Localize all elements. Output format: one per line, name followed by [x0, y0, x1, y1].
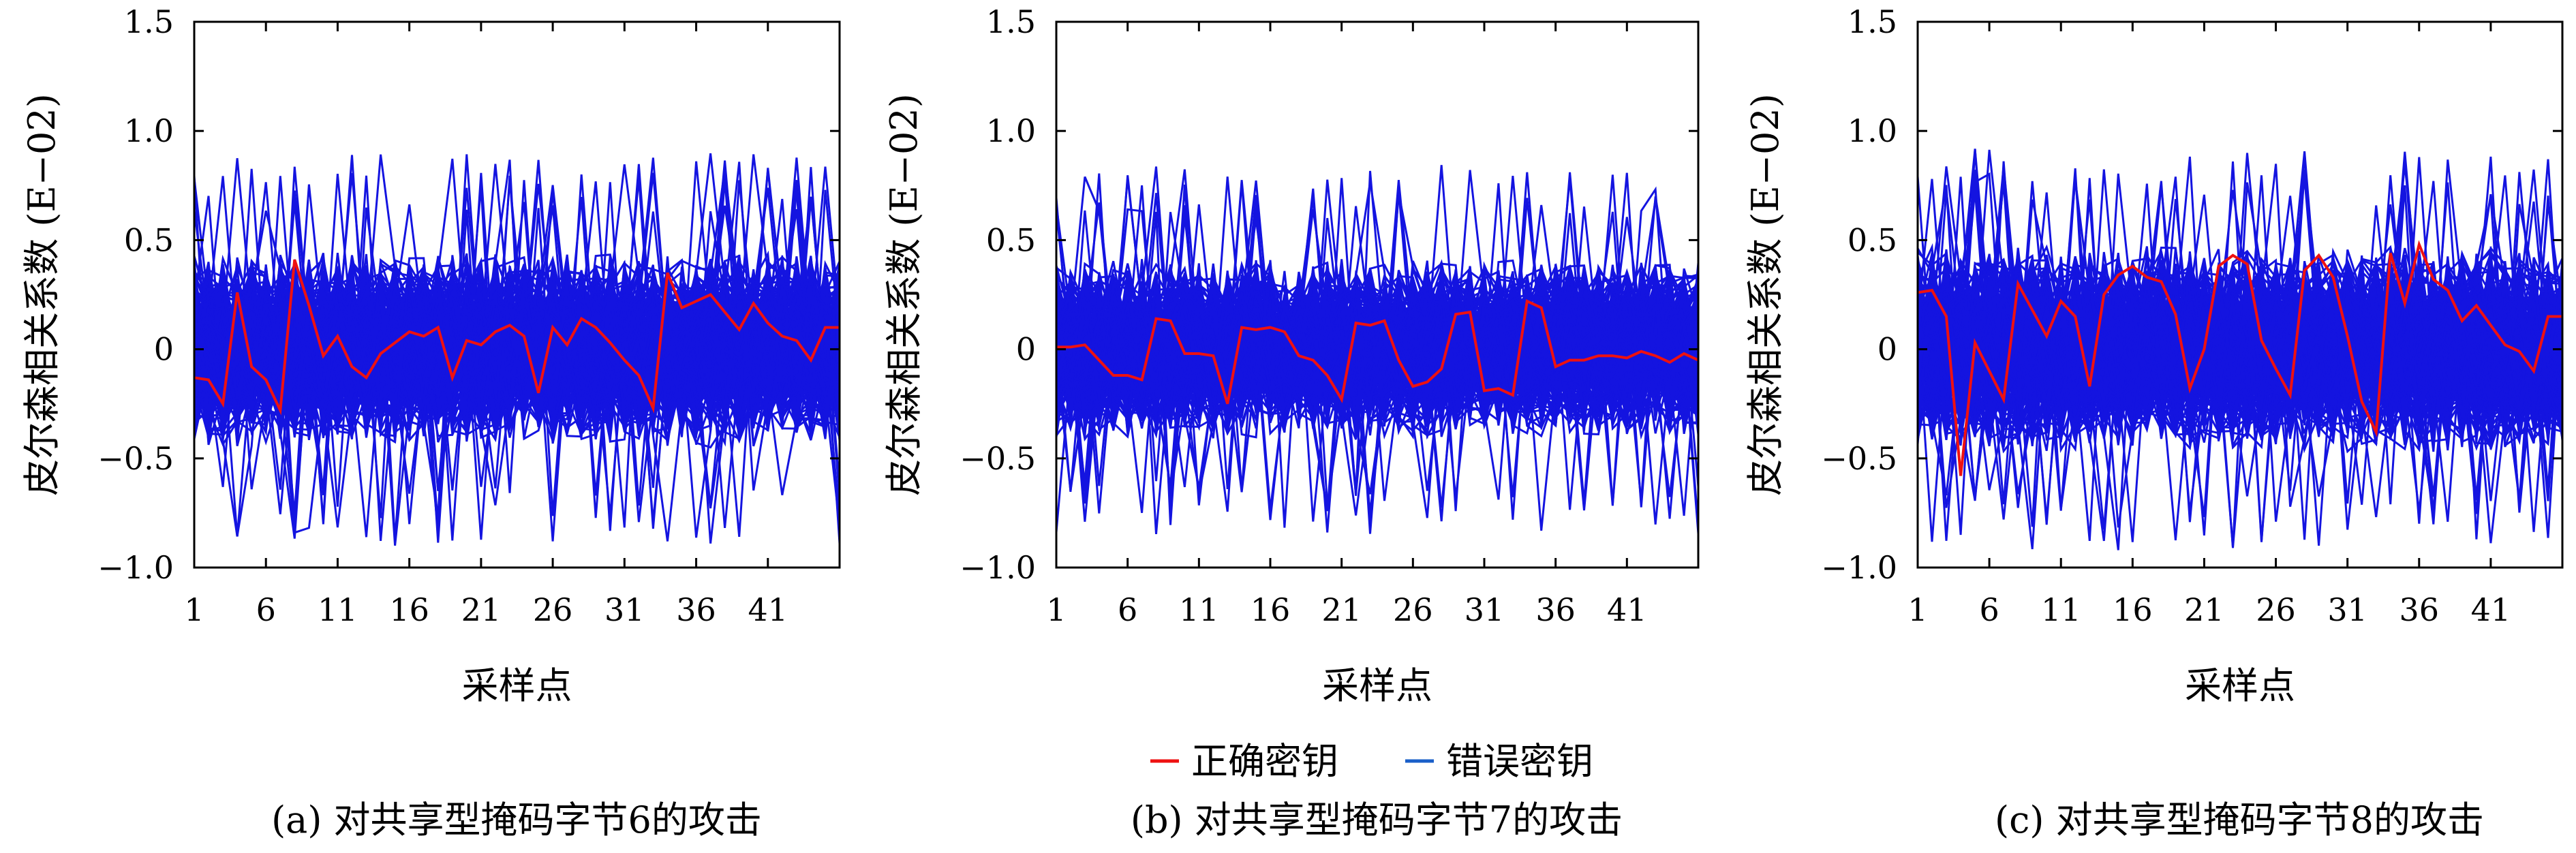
x-tick-label: 11: [318, 591, 358, 628]
wrong-key-line: [193, 209, 841, 427]
y-tick-label: −0.5: [1821, 440, 1897, 477]
x-tick-label: 31: [2327, 591, 2367, 628]
x-tick-label: 41: [2471, 591, 2511, 628]
x-tick-label: 26: [533, 591, 573, 628]
wrong-key-line: [1916, 298, 2563, 405]
y-tick-label: 0.5: [1847, 221, 1897, 258]
wrong-key-line: [1055, 266, 1699, 533]
wrong-key-line: [1055, 272, 1700, 520]
wrong-key-line: [193, 281, 841, 419]
x-tick-label: 1: [1907, 591, 1927, 628]
y-axis-label: 皮尔森相关系数 (E−02): [883, 93, 925, 496]
legend-correct-label: 正确密钥: [1191, 740, 1338, 783]
x-tick-label: 16: [2113, 591, 2153, 628]
x-tick-label: 36: [2399, 591, 2440, 628]
panel-a: −1.0−0.500.51.01.51 6 11 16 21 26 31 36 41采样点皮尔森…: [20, 3, 841, 707]
wrong-key-line: [193, 174, 841, 515]
wrong-key-line: [193, 166, 841, 409]
wrong-key-line: [1916, 199, 2564, 436]
x-tick-label: 41: [748, 591, 788, 628]
x-tick-label: 11: [1179, 591, 1219, 628]
wrong-key-line: [1916, 173, 2564, 508]
x-axis-label: 采样点: [462, 664, 572, 707]
wrong-key-traces: [1055, 165, 1700, 535]
wrong-key-line: [1056, 195, 1700, 496]
y-tick-label: −1.0: [960, 549, 1036, 586]
y-tick-label: −1.0: [1821, 549, 1897, 586]
y-tick-label: 1.0: [1847, 112, 1897, 149]
wrong-key-line: [1916, 245, 2564, 550]
y-tick-label: 0: [1016, 331, 1036, 368]
x-tick-label: 1: [184, 591, 204, 628]
y-axis-label: 皮尔森相关系数 (E−02): [1744, 93, 1787, 496]
x-tick-label: 6: [1979, 591, 1999, 628]
y-tick-label: −0.5: [960, 440, 1036, 477]
y-tick-label: −1.0: [97, 549, 174, 586]
wrong-key-line: [1055, 311, 1699, 388]
y-tick-label: −0.5: [97, 440, 174, 477]
y-tick-label: 1.5: [124, 3, 174, 40]
x-tick-label: 21: [2184, 591, 2224, 628]
y-tick-label: 0.5: [124, 221, 174, 258]
plot-frame: [1916, 20, 2564, 569]
wrong-key-line: [1916, 273, 2564, 424]
x-tick-label: 6: [256, 591, 276, 628]
caption-c: (c) 对共享型掩码字节8的攻击: [1995, 798, 2484, 841]
y-axis-label: 皮尔森相关系数 (E−02): [20, 93, 63, 496]
x-tick-label: 36: [676, 591, 716, 628]
x-tick-label: 6: [1118, 591, 1137, 628]
caption-b: (b) 对共享型掩码字节7的攻击: [1131, 798, 1623, 841]
panel-b: −1.0−0.500.51.01.51 6 11 16 21 26 31 36 41采样点皮尔森…: [883, 3, 1700, 707]
panels: −1.0−0.500.51.01.51 6 11 16 21 26 31 36 41采样点皮尔森…: [20, 3, 2564, 707]
x-tick-label: 31: [1465, 591, 1505, 628]
panel-c: −1.0−0.500.51.01.51 6 11 16 21 26 31 36 41采样点皮尔森…: [1744, 3, 2564, 707]
x-tick-label: 31: [604, 591, 645, 628]
plot-frame: [1055, 20, 1700, 569]
x-tick-label: 11: [2041, 591, 2081, 628]
y-tick-label: 1.5: [986, 3, 1036, 40]
correct-key-line: [1917, 240, 2562, 476]
x-tick-label: 41: [1607, 591, 1647, 628]
wrong-key-traces: [1916, 149, 2564, 550]
x-tick-label: 21: [1321, 591, 1362, 628]
x-axis-label: 采样点: [2185, 664, 2295, 707]
y-tick-label: 0.5: [986, 221, 1036, 258]
x-tick-label: 21: [461, 591, 502, 628]
correct-key-line: [1056, 299, 1699, 405]
wrong-key-traces: [193, 153, 841, 546]
x-tick-label: 16: [1251, 591, 1291, 628]
y-tick-label: 1.0: [986, 112, 1036, 149]
x-tick-label: 36: [1535, 591, 1576, 628]
x-tick-label: 1: [1046, 591, 1066, 628]
correct-key-line: [194, 259, 840, 416]
x-tick-label: 26: [1393, 591, 1433, 628]
wrong-key-line: [193, 208, 840, 538]
wrong-key-line: [1916, 295, 2563, 406]
wrong-key-line: [1916, 246, 2564, 446]
y-tick-label: 0: [1877, 331, 1897, 368]
legend: 正确密钥 错误密钥: [1150, 740, 1593, 783]
y-tick-label: 0: [154, 331, 174, 368]
y-tick-label: 1.5: [1847, 3, 1897, 40]
wrong-key-line: [193, 253, 841, 447]
x-axis-label: 采样点: [1322, 664, 1432, 707]
y-tick-label: 1.0: [124, 112, 174, 149]
plot-frame: [193, 20, 841, 569]
legend-wrong-label: 错误密钥: [1446, 740, 1593, 783]
wrong-key-line: [1055, 290, 1700, 484]
caption-a: (a) 对共享型掩码字节6的攻击: [271, 798, 762, 841]
x-tick-label: 16: [389, 591, 429, 628]
x-tick-label: 26: [2256, 591, 2296, 628]
